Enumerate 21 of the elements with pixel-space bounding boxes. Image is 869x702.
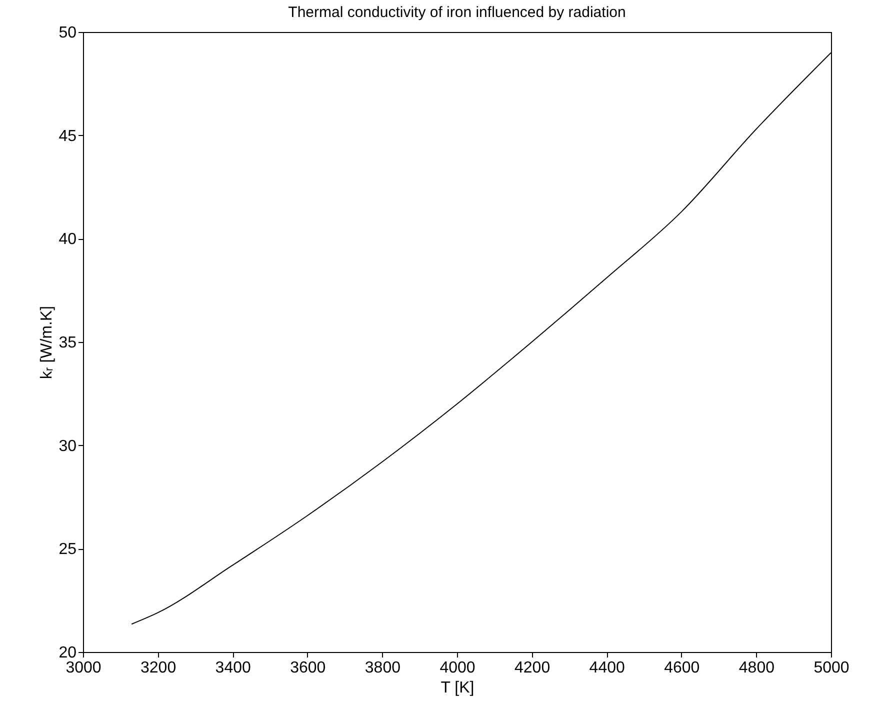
y-axis-title: kᵣ [W/m.K] bbox=[38, 306, 56, 380]
y-tick-label: 45 bbox=[58, 128, 77, 145]
x-tick-label: 4400 bbox=[589, 660, 625, 676]
y-tick-label: 40 bbox=[58, 231, 77, 248]
x-tick-label: 3600 bbox=[290, 660, 326, 676]
chart-title: Thermal conductivity of iron influenced by radiation bbox=[288, 4, 626, 21]
x-tick-label: 5000 bbox=[814, 660, 850, 676]
x-tick-label: 4200 bbox=[514, 660, 550, 676]
y-tick-label: 30 bbox=[58, 438, 77, 455]
x-tick-label: 4000 bbox=[440, 660, 476, 676]
x-tick-label: 3400 bbox=[215, 660, 251, 676]
y-tick-label: 50 bbox=[58, 24, 77, 42]
x-tick-label: 4600 bbox=[664, 660, 700, 676]
x-tick-label: 3200 bbox=[140, 660, 176, 676]
y-tick-label: 25 bbox=[58, 541, 77, 558]
x-tick-label: 3800 bbox=[364, 660, 401, 676]
x-tick-label: 4800 bbox=[738, 660, 775, 676]
x-tick-label: 3000 bbox=[66, 660, 102, 676]
x-axis-title: T [K] bbox=[440, 680, 474, 696]
y-tick-label: 20 bbox=[58, 644, 77, 662]
y-tick-label: 35 bbox=[58, 334, 77, 352]
